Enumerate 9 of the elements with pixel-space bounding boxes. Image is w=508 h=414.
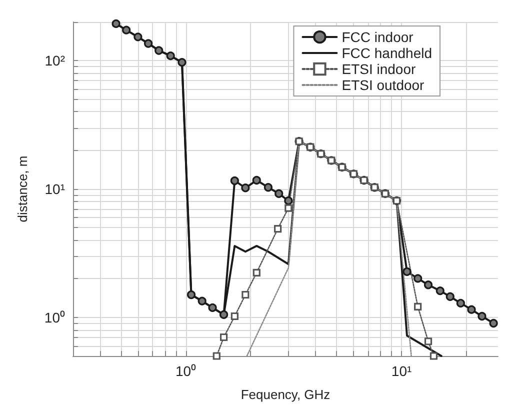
legend-label: FCC indoor	[342, 29, 414, 45]
y-tick-label: 10²	[44, 52, 66, 69]
x-axis-title: Fequency, GHz	[240, 387, 330, 402]
legend-label: ETSI outdoor	[342, 77, 425, 93]
legend-label: FCC handheld	[342, 45, 432, 61]
y-tick-label: 10¹	[44, 181, 66, 197]
y-tick-label: 10⁰	[44, 309, 65, 326]
y-axis-title: distance, m	[15, 156, 30, 222]
legend-label: ETSI indoor	[342, 61, 416, 77]
